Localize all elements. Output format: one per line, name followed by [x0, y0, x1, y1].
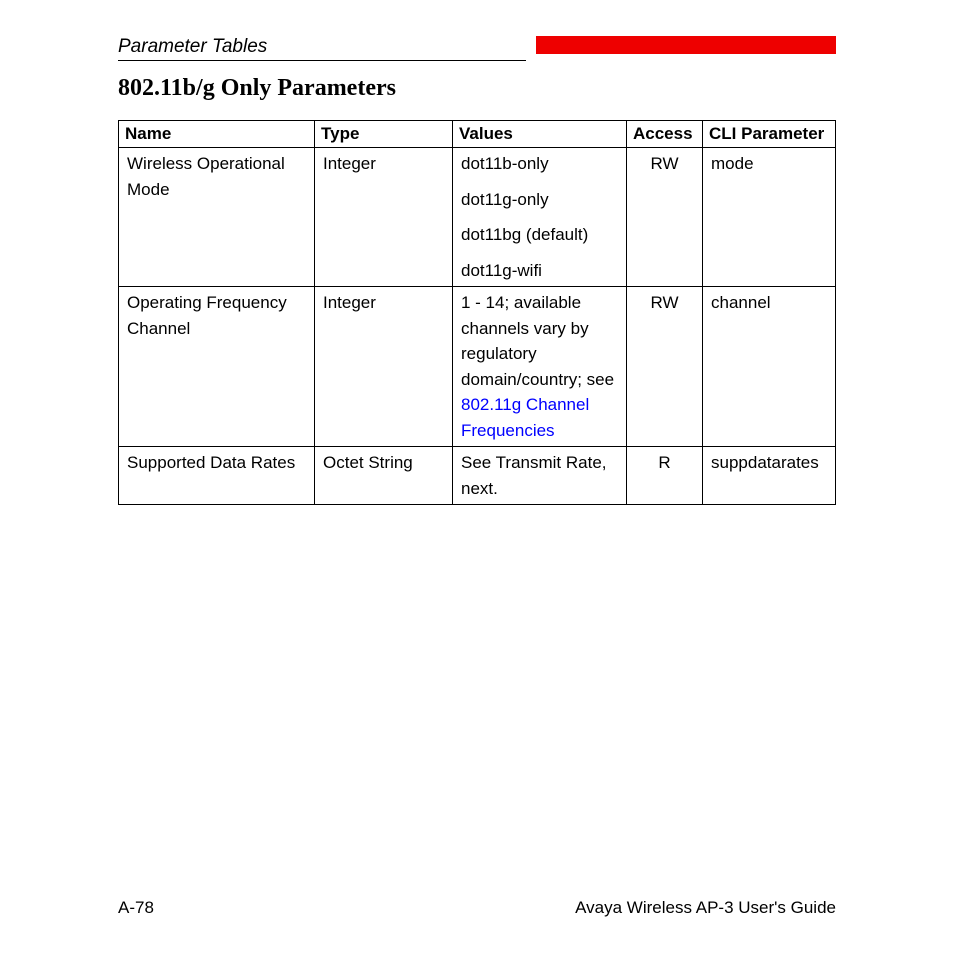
- cell-name: Wireless Operational Mode: [119, 148, 315, 287]
- cell-type: Integer: [315, 148, 453, 287]
- th-access: Access: [627, 121, 703, 148]
- document-title: Avaya Wireless AP-3 User's Guide: [575, 898, 836, 918]
- page-header: Parameter Tables: [118, 36, 836, 61]
- cell-cli: mode: [703, 148, 836, 287]
- table-row: Operating Frequency Channel Integer 1 - …: [119, 287, 836, 447]
- cell-type: Integer: [315, 287, 453, 447]
- th-name: Name: [119, 121, 315, 148]
- cell-cli: suppdatarates: [703, 447, 836, 505]
- value-option: dot11bg (default): [461, 222, 618, 248]
- section-title: Parameter Tables: [118, 36, 526, 61]
- value-option: dot11g-only: [461, 187, 618, 213]
- values-text: 1 - 14; available channels vary by regul…: [461, 293, 614, 389]
- table-row: Supported Data Rates Octet String See Tr…: [119, 447, 836, 505]
- page-number: A-78: [118, 898, 154, 918]
- cell-values: See Transmit Rate, next.: [453, 447, 627, 505]
- table-header-row: Name Type Values Access CLI Parameter: [119, 121, 836, 148]
- parameters-table: Name Type Values Access CLI Parameter Wi…: [118, 120, 836, 505]
- cell-name: Operating Frequency Channel: [119, 287, 315, 447]
- value-option: dot11g-wifi: [461, 258, 618, 284]
- cell-values: 1 - 14; available channels vary by regul…: [453, 287, 627, 447]
- cell-access: RW: [627, 148, 703, 287]
- value-option: dot11b-only: [461, 151, 618, 177]
- th-cli: CLI Parameter: [703, 121, 836, 148]
- cell-access: R: [627, 447, 703, 505]
- brand-color-bar: [536, 36, 836, 54]
- page-footer: A-78 Avaya Wireless AP-3 User's Guide: [118, 898, 836, 918]
- cell-name: Supported Data Rates: [119, 447, 315, 505]
- cell-cli: channel: [703, 287, 836, 447]
- cell-access: RW: [627, 287, 703, 447]
- page-heading: 802.11b/g Only Parameters: [118, 75, 836, 102]
- th-values: Values: [453, 121, 627, 148]
- table-row: Wireless Operational Mode Integer dot11b…: [119, 148, 836, 287]
- channel-frequencies-link[interactable]: 802.11g Channel Frequencies: [461, 395, 589, 440]
- cell-type: Octet String: [315, 447, 453, 505]
- cell-values: dot11b-only dot11g-only dot11bg (default…: [453, 148, 627, 287]
- th-type: Type: [315, 121, 453, 148]
